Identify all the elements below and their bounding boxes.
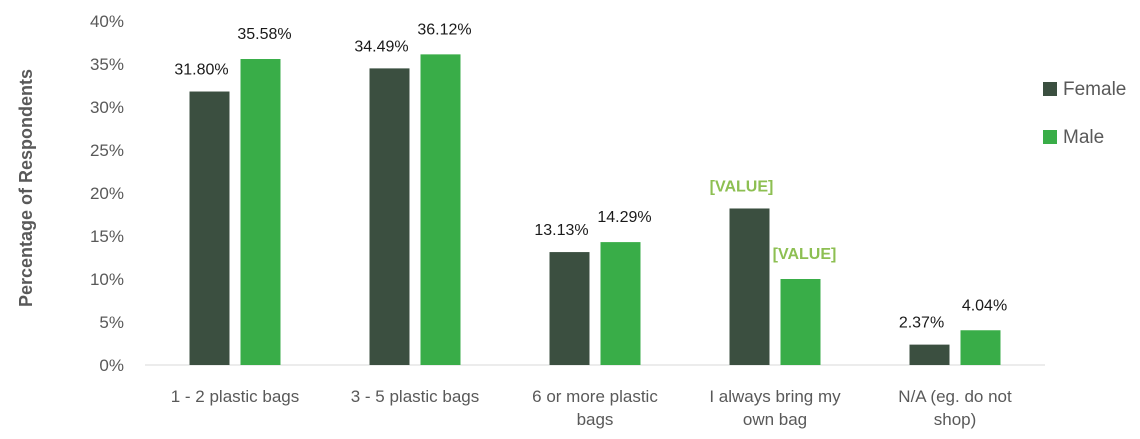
data-label: [VALUE] xyxy=(710,178,774,195)
x-category-label: 6 or more plastic bags xyxy=(532,387,658,429)
legend-swatch xyxy=(1043,130,1057,144)
y-tick-label: 5% xyxy=(99,313,124,332)
y-axis-title: Percentage of Respondents xyxy=(16,69,36,307)
y-tick-label: 30% xyxy=(90,98,124,117)
x-category-label: I always bring my own bag xyxy=(709,387,841,429)
bar-female xyxy=(729,208,770,365)
x-category-label: N/A (eg. do not shop) xyxy=(898,387,1012,429)
bar-female xyxy=(369,68,410,366)
bars xyxy=(189,54,1001,366)
bar-male xyxy=(780,279,821,365)
bar-male xyxy=(960,330,1001,365)
legend-label: Female xyxy=(1063,79,1126,100)
data-label: [VALUE] xyxy=(773,246,837,263)
bar-female xyxy=(909,344,950,365)
bar-female xyxy=(189,91,230,366)
data-label: 34.49% xyxy=(354,38,408,55)
bar-female xyxy=(549,252,590,365)
x-axis-categories: 1 - 2 plastic bags 3 - 5 plastic bags 6 or… xyxy=(171,387,1012,429)
data-label: 2.37% xyxy=(899,315,944,332)
y-tick-label: 20% xyxy=(90,184,124,203)
legend: Female Male xyxy=(1043,79,1126,148)
y-axis-ticks: 0% 5% 10% 15% 20% 25% 30% 35% 40% xyxy=(90,12,124,375)
y-tick-label: 0% xyxy=(99,356,124,375)
data-label: 31.80% xyxy=(174,62,228,79)
y-tick-label: 25% xyxy=(90,141,124,160)
bar-male xyxy=(600,242,641,365)
data-label: 14.29% xyxy=(597,209,651,226)
legend-swatch xyxy=(1043,82,1057,96)
data-labels: 31.80% 34.49% 13.13% [VALUE] 2.37% 35.58% 36.1… xyxy=(174,21,1007,331)
legend-label: Male xyxy=(1063,127,1104,148)
data-label: 4.04% xyxy=(962,297,1007,314)
data-label: 13.13% xyxy=(534,222,588,239)
x-category-label: 3 - 5 plastic bags xyxy=(351,387,480,406)
data-label: 36.12% xyxy=(417,21,471,38)
bar-male xyxy=(240,59,281,366)
y-tick-label: 40% xyxy=(90,12,124,31)
y-tick-label: 35% xyxy=(90,55,124,74)
bar-male xyxy=(420,54,461,365)
data-label: 35.58% xyxy=(237,26,291,43)
y-tick-label: 10% xyxy=(90,270,124,289)
x-category-label: 1 - 2 plastic bags xyxy=(171,387,300,406)
y-tick-label: 15% xyxy=(90,227,124,246)
